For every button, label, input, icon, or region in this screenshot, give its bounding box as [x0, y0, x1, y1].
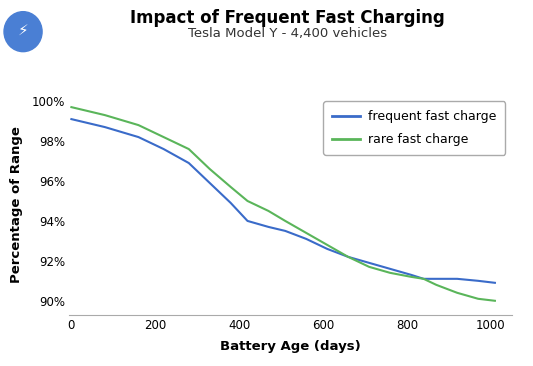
frequent fast charge	[265, 225, 272, 229]
rare fast charge	[433, 283, 439, 287]
rare fast charge	[244, 199, 251, 203]
rare fast charge	[475, 296, 481, 301]
Line: rare fast charge: rare fast charge	[71, 107, 495, 301]
X-axis label: Battery Age (days): Battery Age (days)	[220, 340, 361, 353]
Legend: frequent fast charge, rare fast charge: frequent fast charge, rare fast charge	[324, 101, 505, 155]
frequent fast charge	[324, 247, 330, 251]
frequent fast charge	[408, 273, 414, 277]
Text: Impact of Frequent Fast Charging: Impact of Frequent Fast Charging	[131, 9, 445, 27]
rare fast charge	[408, 274, 414, 279]
frequent fast charge	[303, 237, 310, 241]
rare fast charge	[345, 255, 351, 259]
frequent fast charge	[387, 267, 393, 271]
frequent fast charge	[244, 219, 251, 223]
frequent fast charge	[102, 125, 108, 129]
frequent fast charge	[207, 181, 213, 185]
rare fast charge	[228, 185, 234, 189]
rare fast charge	[282, 219, 288, 223]
Text: Tesla Model Y - 4,400 vehicles: Tesla Model Y - 4,400 vehicles	[188, 27, 387, 41]
rare fast charge	[185, 147, 192, 151]
Y-axis label: Percentage of Range: Percentage of Range	[11, 127, 23, 283]
rare fast charge	[207, 167, 213, 171]
rare fast charge	[454, 291, 461, 295]
rare fast charge	[102, 113, 108, 117]
rare fast charge	[366, 265, 373, 269]
rare fast charge	[68, 105, 75, 109]
frequent fast charge	[135, 135, 142, 139]
rare fast charge	[421, 277, 427, 281]
rare fast charge	[303, 231, 310, 235]
frequent fast charge	[421, 277, 427, 281]
rare fast charge	[265, 209, 272, 213]
frequent fast charge	[454, 277, 461, 281]
frequent fast charge	[282, 229, 288, 233]
frequent fast charge	[345, 255, 351, 259]
frequent fast charge	[68, 117, 75, 121]
rare fast charge	[387, 270, 393, 275]
Line: frequent fast charge: frequent fast charge	[71, 119, 495, 283]
rare fast charge	[135, 123, 142, 127]
frequent fast charge	[433, 277, 439, 281]
Circle shape	[4, 12, 42, 52]
frequent fast charge	[160, 147, 167, 151]
rare fast charge	[492, 299, 498, 303]
frequent fast charge	[366, 261, 373, 265]
frequent fast charge	[228, 201, 234, 205]
frequent fast charge	[185, 161, 192, 165]
rare fast charge	[160, 135, 167, 139]
frequent fast charge	[475, 279, 481, 283]
frequent fast charge	[492, 281, 498, 285]
Text: ⚡: ⚡	[18, 23, 28, 38]
rare fast charge	[324, 243, 330, 247]
